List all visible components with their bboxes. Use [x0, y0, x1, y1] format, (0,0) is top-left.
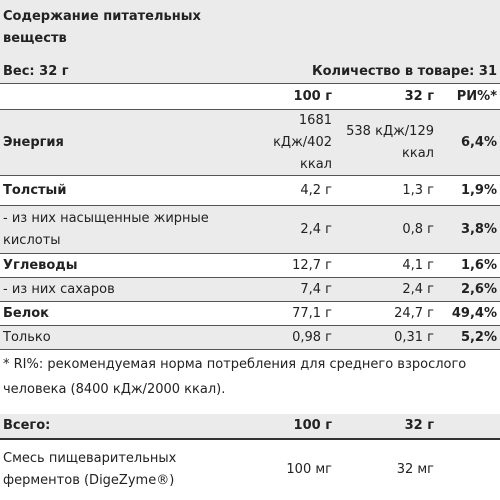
table-row: Углеводы 12,7 г 4,1 г 1,6%: [0, 254, 500, 278]
value-ri: 6,4%: [460, 134, 497, 150]
value-32g: 24,7 г: [394, 305, 434, 321]
row-label: Углеводы: [3, 257, 78, 273]
value-ri: 2,6%: [460, 281, 497, 297]
value-32g: 538 кДж/129 ккал: [346, 123, 434, 161]
row-label: Белок: [3, 305, 50, 321]
extra-header: Всего: 100 г 32 г: [0, 414, 500, 440]
value-32g: 4,1 г: [402, 257, 434, 273]
nutrition-title: Содержание питательных веществ: [3, 9, 201, 46]
row-label: - из них сахаров: [3, 281, 115, 297]
row-label: Энергия: [3, 134, 64, 150]
extra-column-100g: 100 г: [293, 418, 332, 433]
value-100g: 2,4 г: [300, 221, 332, 237]
value-ri: 5,2%: [460, 329, 497, 345]
column-header-32g: 32 г: [404, 88, 434, 104]
value-100g: 100 мг: [286, 462, 332, 477]
table-row: Только 0,98 г 0,31 г 5,2%: [0, 326, 500, 350]
value-32g: 0,31 г: [394, 329, 434, 345]
value-100g: 0,98 г: [292, 329, 332, 345]
value-ri: 49,4%: [451, 305, 497, 321]
table-row: Смесь пищеварительных ферментов (DigeZym…: [0, 440, 500, 500]
value-100g: 7,4 г: [300, 281, 332, 297]
table-row: Белок 77,1 г 24,7 г 49,4%: [0, 302, 500, 326]
value-32g: 1,3 г: [402, 182, 434, 198]
table-row: - из них сахаров 7,4 г 2,4 г 2,6%: [0, 278, 500, 302]
table-row: Толстый 4,2 г 1,3 г 1,9%: [0, 176, 500, 206]
table-column-header: 100 г 32 г РИ%*: [0, 84, 500, 110]
value-32g: 0,8 г: [402, 221, 434, 237]
column-header-100g: 100 г: [293, 88, 332, 104]
row-label: Толстый: [3, 182, 67, 198]
value-100g: 1681 кДж/402 ккал: [273, 112, 332, 172]
extra-header-label: Всего:: [3, 418, 51, 433]
value-100g: 77,1 г: [292, 305, 332, 321]
ri-footnote: * RI%: рекомендуемая норма потребления д…: [3, 357, 467, 397]
servings-quantity: Количество в товаре: 31: [311, 64, 497, 79]
value-100g: 12,7 г: [292, 257, 332, 273]
value-ri: 1,9%: [460, 182, 497, 198]
value-32g: 32 мг: [396, 462, 434, 477]
value-100g: 4,2 г: [300, 182, 332, 198]
value-ri: 3,8%: [460, 221, 497, 237]
serving-weight: Вес: 32 г: [3, 64, 69, 79]
row-label: Смесь пищеварительных ферментов (DigeZym…: [3, 451, 177, 488]
value-32g: 2,4 г: [402, 281, 434, 297]
row-label: Только: [3, 329, 51, 345]
column-header-ri: РИ%*: [456, 88, 497, 104]
extra-column-32g: 32 г: [404, 418, 434, 433]
row-label: - из них насыщенные жирные кислоты: [3, 210, 209, 248]
nutrition-header: Содержание питательных веществ Вес: 32 г…: [0, 0, 500, 84]
table-row: Энергия 1681 кДж/402 ккал 538 кДж/129 кк…: [0, 110, 500, 176]
value-ri: 1,6%: [460, 257, 497, 273]
table-row: - из них насыщенные жирные кислоты 2,4 г…: [0, 206, 500, 254]
